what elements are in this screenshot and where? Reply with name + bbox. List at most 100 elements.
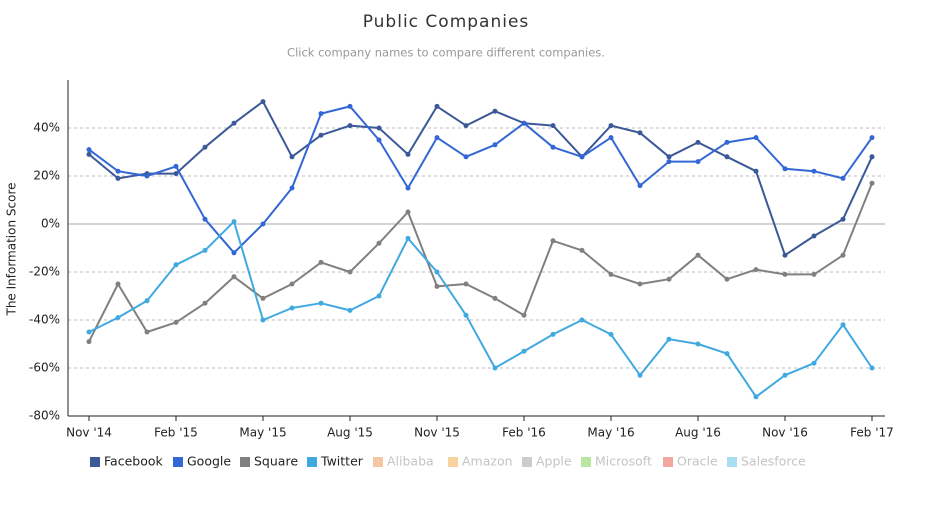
- data-point: [144, 298, 150, 304]
- data-point: [811, 168, 817, 174]
- data-point: [753, 168, 759, 174]
- data-point: [782, 372, 788, 378]
- legend-swatch[interactable]: [727, 457, 737, 467]
- y-tick-label: -20%: [29, 265, 60, 279]
- data-point: [260, 295, 266, 301]
- x-tick-label: Aug '15: [327, 426, 373, 440]
- data-point: [840, 175, 846, 181]
- legend-label[interactable]: Square: [254, 454, 298, 469]
- y-tick-label: -60%: [29, 361, 60, 375]
- data-point: [666, 159, 672, 165]
- data-point: [782, 166, 788, 172]
- y-tick-label: 40%: [33, 121, 60, 135]
- data-point: [463, 312, 469, 318]
- y-tick-label: 0%: [41, 217, 60, 231]
- data-point: [231, 250, 237, 256]
- data-point: [318, 259, 324, 265]
- data-point: [492, 295, 498, 301]
- data-point: [637, 183, 643, 189]
- data-point: [753, 394, 759, 400]
- data-point: [115, 168, 121, 174]
- data-point: [86, 151, 92, 157]
- data-point: [840, 216, 846, 222]
- data-point: [579, 247, 585, 253]
- data-point: [724, 351, 730, 357]
- data-point: [753, 135, 759, 141]
- data-point: [202, 300, 208, 306]
- data-point: [202, 247, 208, 253]
- x-tick-label: May '15: [239, 426, 286, 440]
- data-point: [434, 283, 440, 289]
- x-tick-label: May '16: [587, 426, 634, 440]
- data-point: [811, 233, 817, 239]
- data-point: [637, 130, 643, 136]
- legend-swatch[interactable]: [581, 457, 591, 467]
- data-point: [753, 267, 759, 273]
- data-point: [260, 221, 266, 227]
- x-tick-label: Nov '14: [66, 426, 112, 440]
- data-point: [376, 125, 382, 131]
- legend-label[interactable]: Google: [187, 454, 231, 469]
- legend-label[interactable]: Salesforce: [741, 454, 806, 469]
- series-line: [88, 220, 873, 398]
- data-point: [318, 111, 324, 117]
- data-point: [579, 317, 585, 323]
- data-point: [521, 312, 527, 318]
- data-point: [840, 252, 846, 258]
- data-point: [115, 281, 121, 287]
- data-point: [608, 271, 614, 277]
- data-point: [695, 252, 701, 258]
- legend-swatch[interactable]: [307, 457, 317, 467]
- legend-label[interactable]: Microsoft: [595, 454, 652, 469]
- legend-label[interactable]: Apple: [536, 454, 572, 469]
- data-point: [289, 281, 295, 287]
- legend-swatch[interactable]: [173, 457, 183, 467]
- chart-title: Public Companies: [363, 12, 530, 32]
- data-point: [550, 144, 556, 150]
- data-point: [492, 142, 498, 148]
- data-point: [869, 154, 875, 160]
- data-point: [115, 315, 121, 321]
- legend-label[interactable]: Alibaba: [387, 454, 434, 469]
- data-point: [405, 209, 411, 215]
- data-point: [608, 135, 614, 141]
- chart-subtitle: Click company names to compare different…: [287, 46, 605, 60]
- data-point: [347, 123, 353, 129]
- data-point: [695, 139, 701, 145]
- data-point: [405, 235, 411, 241]
- legend-swatch[interactable]: [448, 457, 458, 467]
- legend-swatch[interactable]: [663, 457, 673, 467]
- data-point: [521, 120, 527, 126]
- legend-swatch[interactable]: [90, 457, 100, 467]
- data-point: [86, 329, 92, 335]
- x-tick-label: Nov '16: [762, 426, 808, 440]
- data-point: [318, 132, 324, 138]
- legend-swatch[interactable]: [522, 457, 532, 467]
- data-point: [434, 103, 440, 109]
- data-point: [173, 262, 179, 268]
- data-point: [202, 144, 208, 150]
- y-tick-label: 20%: [33, 169, 60, 183]
- series-line: [88, 100, 873, 257]
- legend-swatch[interactable]: [240, 457, 250, 467]
- data-point: [492, 365, 498, 371]
- data-point: [405, 185, 411, 191]
- data-point: [811, 360, 817, 366]
- data-point: [434, 269, 440, 275]
- data-point: [637, 281, 643, 287]
- data-point: [318, 300, 324, 306]
- legend-swatch[interactable]: [373, 457, 383, 467]
- y-tick-label: -40%: [29, 313, 60, 327]
- data-point: [347, 103, 353, 109]
- legend-label[interactable]: Oracle: [677, 454, 718, 469]
- data-point: [608, 331, 614, 337]
- data-point: [173, 319, 179, 325]
- x-tick-label: Feb '15: [154, 426, 198, 440]
- data-point: [666, 336, 672, 342]
- legend-label[interactable]: Amazon: [462, 454, 513, 469]
- data-point: [202, 216, 208, 222]
- data-point: [550, 123, 556, 129]
- legend-label[interactable]: Facebook: [104, 454, 163, 469]
- legend-label[interactable]: Twitter: [320, 454, 364, 469]
- x-tick-label: Nov '15: [414, 426, 460, 440]
